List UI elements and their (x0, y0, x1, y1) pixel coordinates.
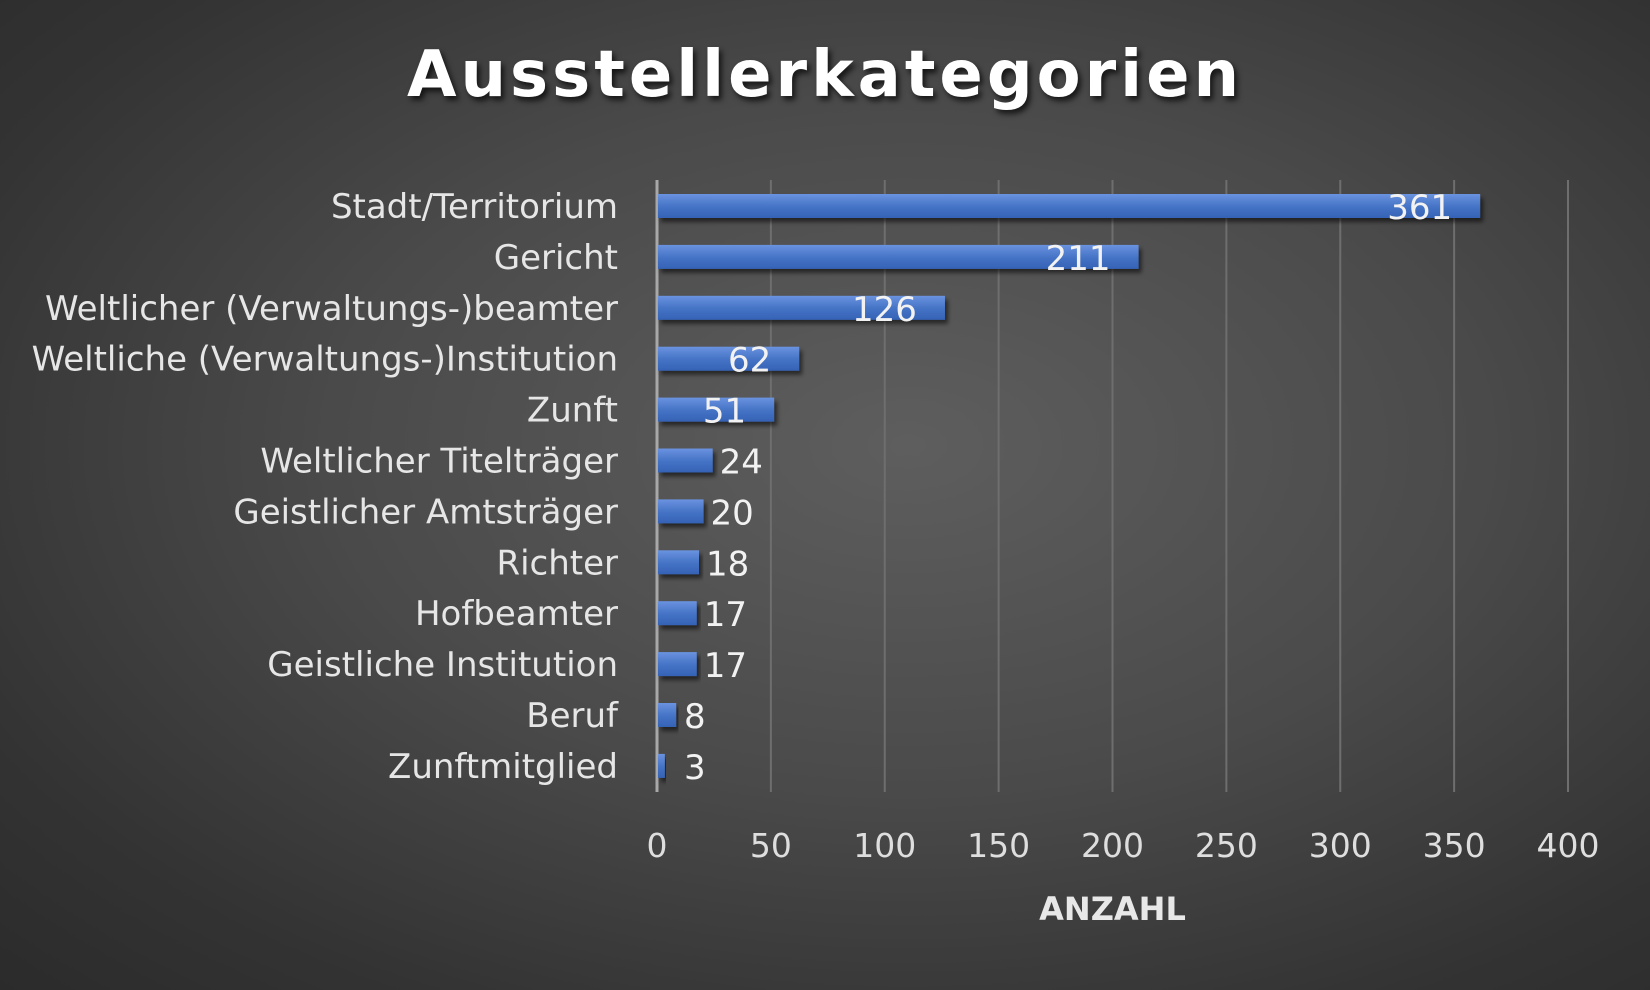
x-tick-label: 200 (1081, 826, 1144, 865)
bar (658, 244, 1139, 269)
category-label: Richter (496, 543, 618, 583)
x-tick-label: 400 (1537, 826, 1600, 865)
category-label: Beruf (526, 696, 619, 736)
data-label: 51 (703, 392, 746, 432)
data-label: 62 (728, 341, 771, 381)
bar (658, 550, 699, 575)
bar (658, 295, 945, 320)
bar (658, 703, 677, 727)
category-label: Hofbeamter (415, 594, 618, 634)
bar (658, 194, 1481, 218)
category-label: Gericht (494, 238, 618, 278)
bar (658, 652, 697, 677)
bars (658, 194, 1481, 778)
data-label: 18 (706, 544, 749, 584)
x-axis-title: ANZAHL (1039, 890, 1186, 928)
data-label: 24 (720, 443, 763, 483)
data-label: 17 (704, 646, 747, 686)
bar (658, 601, 697, 626)
labels: 0 50 100 150 200 250 300 350 400 Stadt/Territoriu… (32, 187, 1600, 928)
category-label: Geistliche Institution (267, 645, 618, 685)
category-label: Zunftmitglied (388, 747, 618, 787)
category-label: Weltlicher (Verwaltungs-)beamter (45, 289, 618, 329)
bar (658, 397, 775, 422)
bar (658, 499, 704, 524)
x-tick-label: 150 (967, 826, 1030, 865)
category-label: Weltliche (Verwaltungs-)Institution (32, 340, 618, 380)
category-label: Zunft (527, 391, 618, 431)
data-label: 20 (711, 493, 754, 533)
x-tick-label: 0 (647, 826, 668, 865)
data-label: 17 (704, 595, 747, 635)
bar (658, 753, 665, 778)
gridlines (655, 180, 1569, 792)
bar (658, 346, 800, 371)
x-tick-label: 300 (1309, 826, 1372, 865)
category-label: Geistlicher Amtsträger (233, 492, 618, 532)
data-label: 3 (684, 748, 706, 788)
category-label: Weltlicher Titelträger (260, 442, 618, 482)
bar (658, 448, 713, 473)
x-tick-label: 50 (750, 826, 792, 865)
x-tick-label: 100 (853, 826, 916, 865)
category-label: Stadt/Territorium (331, 187, 618, 227)
data-label: 361 (1387, 188, 1452, 228)
data-label: 126 (852, 290, 917, 330)
x-tick-label: 350 (1423, 826, 1486, 865)
x-tick-label: 250 (1195, 826, 1258, 865)
data-label: 211 (1046, 239, 1111, 279)
data-label: 8 (684, 697, 706, 737)
chart-title: Ausstellerkategorien (406, 38, 1244, 112)
